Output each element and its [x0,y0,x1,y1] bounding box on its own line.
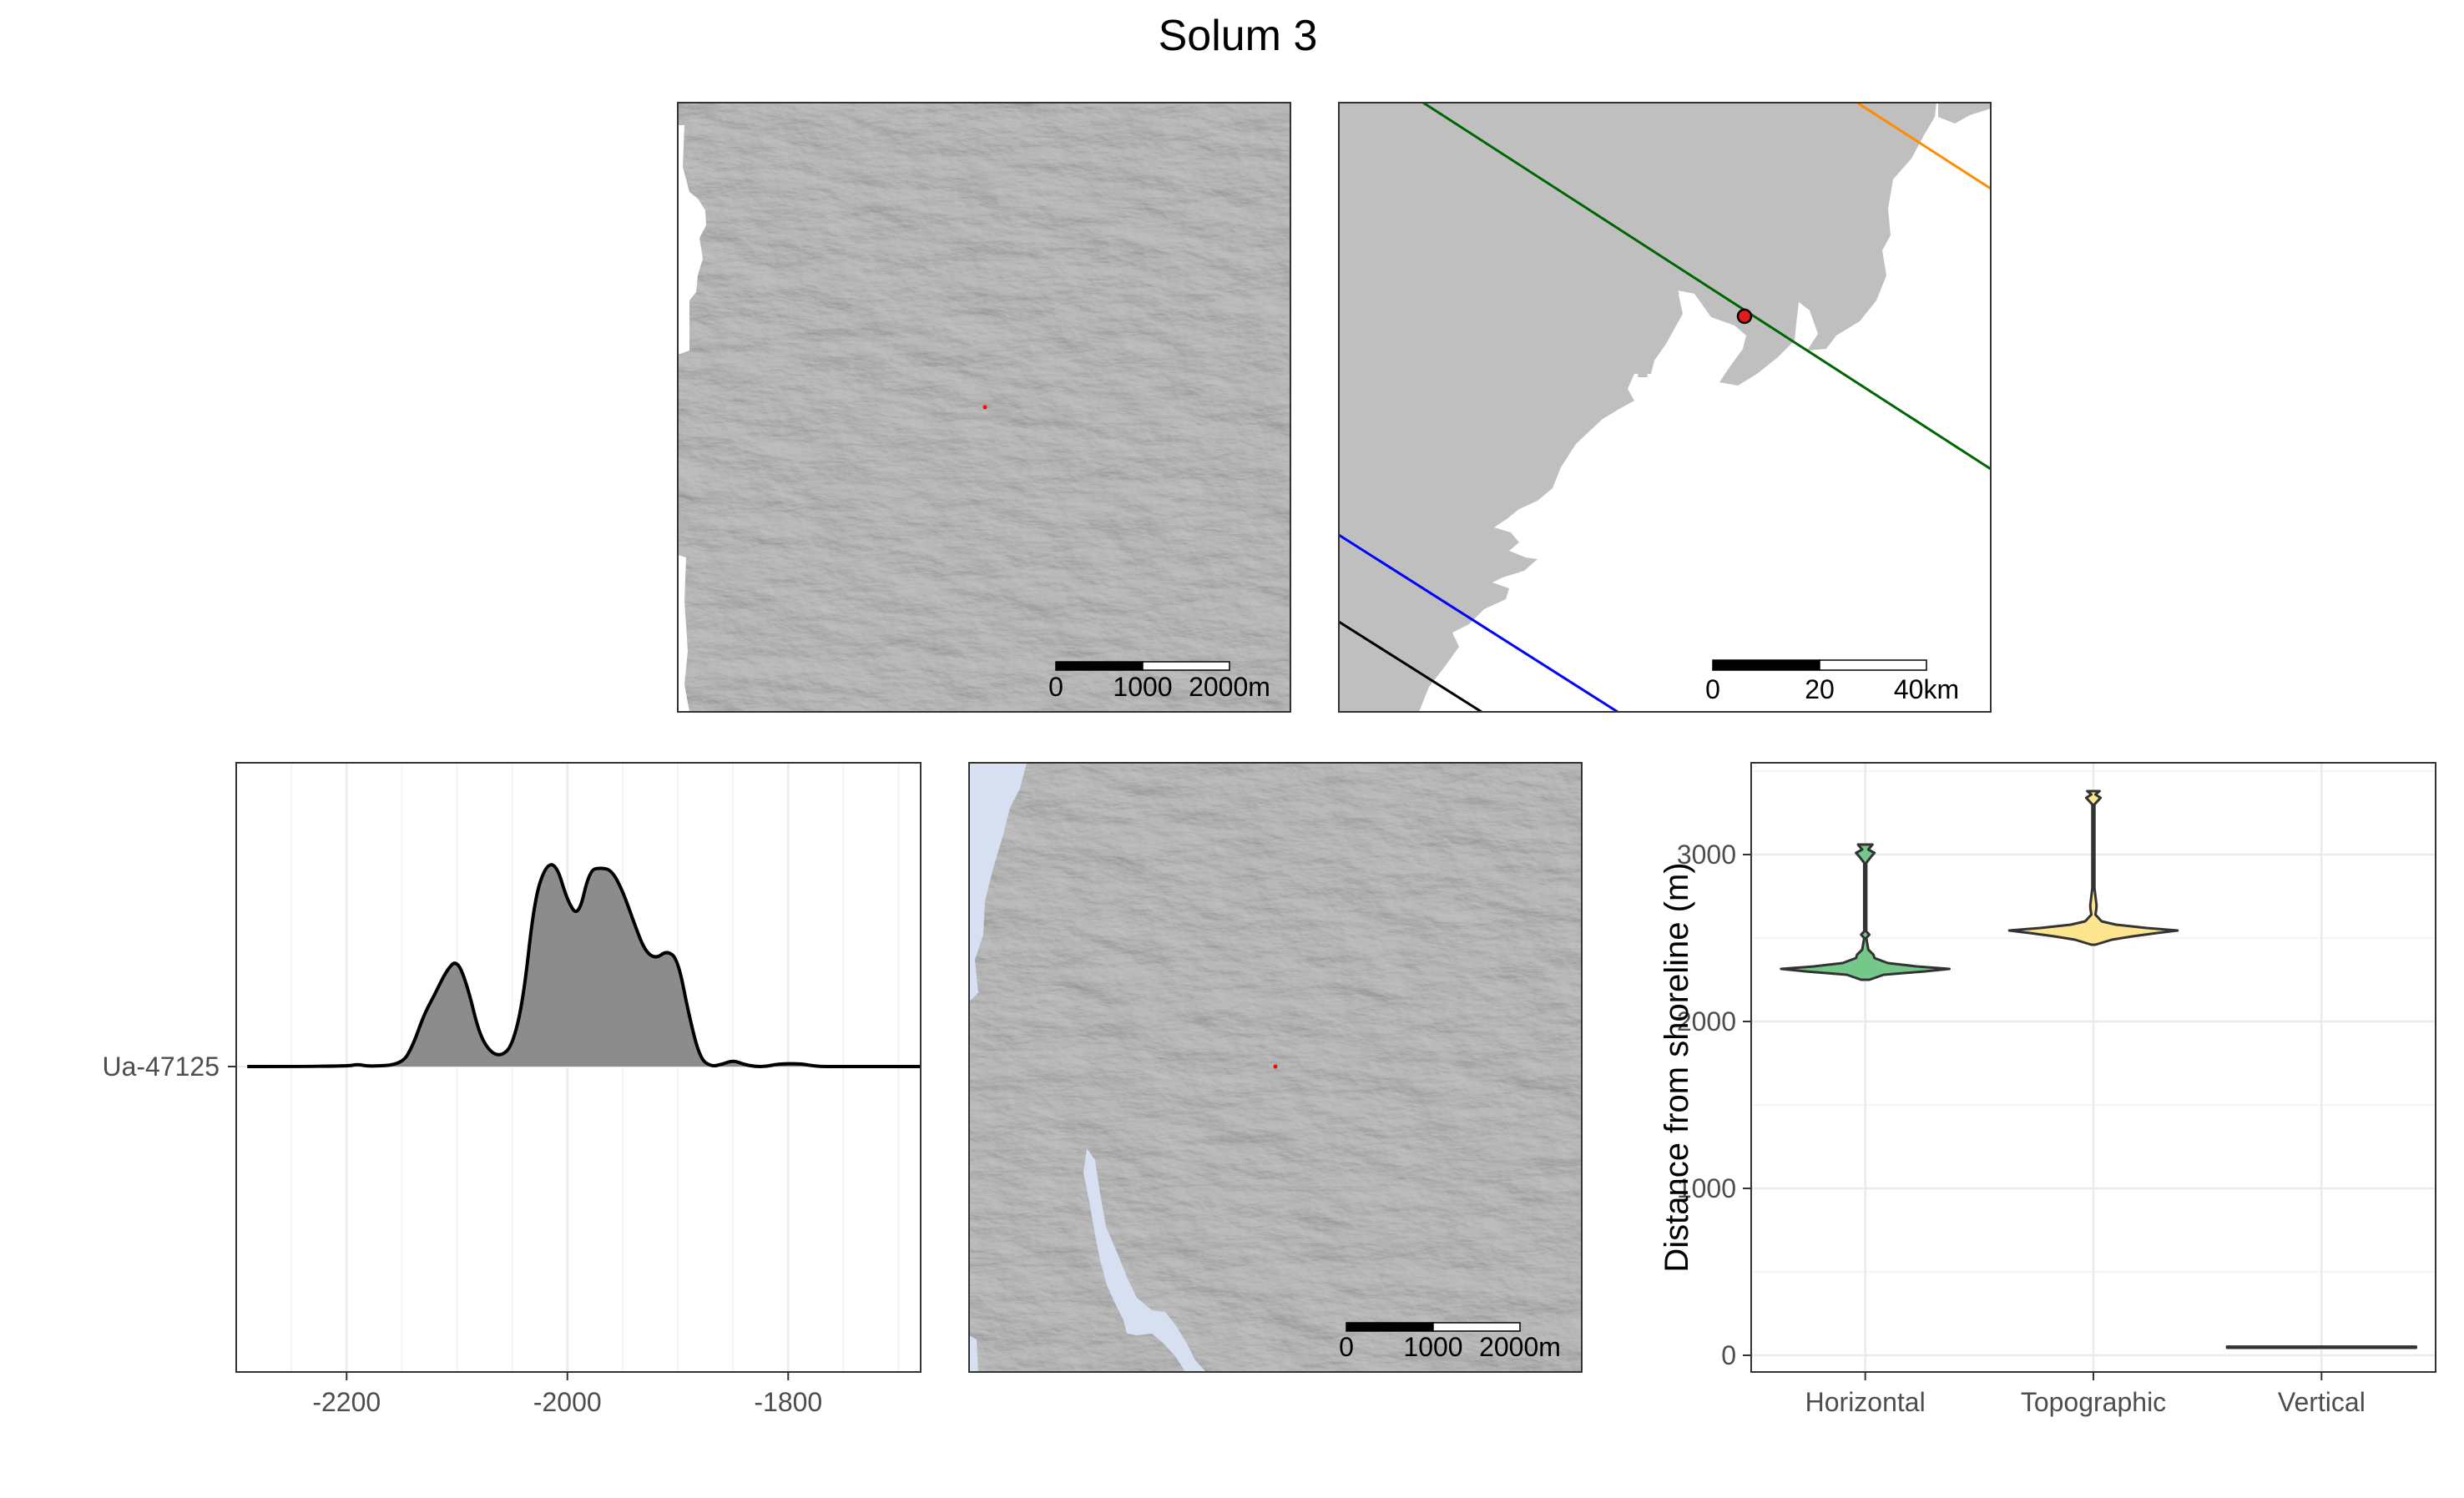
water-area [969,1335,978,1372]
x-axis: Horizontal Topographic Vertical [1805,1372,2366,1417]
violin-vertical [2225,1345,2417,1349]
scale-label: 0 [1339,1332,1354,1362]
hillshade-map-bottom: 0 1000 2000m [968,762,1583,1373]
y-tick-label: 1000 [1677,1173,1736,1203]
hillshade-map-top: 0 1000 2000m [677,102,1291,713]
scale-bar: 0 20 40km [1705,659,1959,704]
scale-label: 0 [1705,674,1720,704]
scale-label: 20 [1805,674,1835,704]
scale-bar: 0 1000 2000m [1339,1322,1561,1362]
y-tick-label: Ua-47125 [102,1052,220,1082]
panel-border [1338,102,1992,713]
violin-horizontal [1780,843,1952,981]
x-axis: -2200 -2000 -1800 [312,1372,822,1417]
isobase-line-green [1422,103,1991,471]
panel-border [968,762,1583,1373]
x-tick-label: Topographic [2021,1387,2166,1417]
scale-label: 40km [1894,674,1959,704]
water-area [969,763,1027,1001]
panel-border [677,102,1291,713]
y-axis-title: Distance from shoreline (m) [1659,862,1695,1272]
land-area [1661,280,1679,297]
violin-topographic [2007,789,2179,946]
y-axis: Ua-47125 [102,1052,236,1082]
land-area [1638,366,1648,377]
scale-label: 1000 [1403,1332,1462,1362]
y-tick-label: 2000 [1677,1006,1736,1036]
x-tick-label: Vertical [2278,1387,2366,1417]
land-area [1339,103,1936,712]
figure-title: Solum 3 [1159,12,1318,60]
x-tick-label: -1800 [754,1387,822,1417]
isobase-line-blue [1339,533,1618,712]
density-area-ua-47125 [247,865,921,1067]
y-tick-label: 3000 [1677,840,1736,870]
density-line-ua-47125 [247,863,921,1068]
site-marker [1273,1064,1278,1069]
x-tick-label: -2200 [312,1387,381,1417]
scale-label: 2000m [1189,672,1270,702]
land-area [1938,103,1991,124]
y-tick-label: 0 [1721,1340,1736,1370]
scale-bar: 0 1000 2000m [1048,661,1270,702]
x-tick-label: Horizontal [1805,1387,1926,1417]
scale-label: 2000m [1479,1332,1561,1362]
isobase-line-orange [1856,103,1991,190]
violins [1780,789,2417,1349]
x-tick-label: -2000 [533,1387,602,1417]
isobase-line-black [1339,620,1482,712]
water-area [678,555,689,712]
overview-map: 0 20 40km [1338,102,1992,713]
density-plot: -2200 -2000 -1800 Ua-47125 [102,762,921,1417]
scale-label: 0 [1048,672,1063,702]
water-area [1083,1148,1206,1372]
site-marker [1736,308,1753,325]
water-area [678,125,706,355]
y-axis: 0 1000 2000 3000 [1677,840,1751,1370]
scale-label: 1000 [1113,672,1172,702]
violin-plot: Horizontal Topographic Vertical 0 1000 2000 3… [1659,762,2436,1417]
site-marker [982,405,987,410]
